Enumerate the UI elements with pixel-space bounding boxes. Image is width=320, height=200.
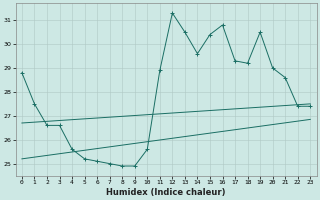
X-axis label: Humidex (Indice chaleur): Humidex (Indice chaleur): [106, 188, 226, 197]
